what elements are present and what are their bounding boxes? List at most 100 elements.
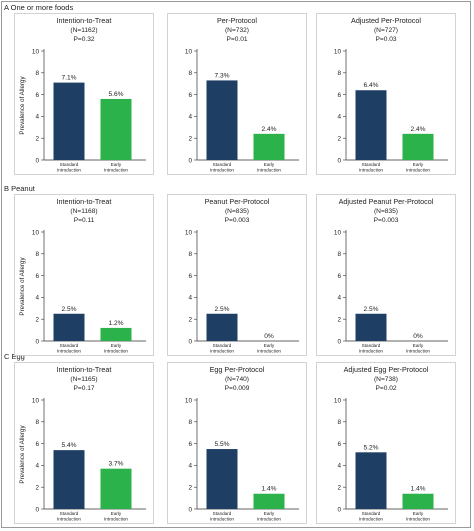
chart-title: Adjusted Peanut Per-Protocol	[339, 197, 434, 206]
bar-value-label: 3.7%	[108, 461, 123, 468]
y-tick-label: 0	[35, 157, 39, 164]
bar-early-introduction	[100, 327, 132, 341]
bar-chart-panel: Intention-to-Treat (N=1165) P=0.17 0 2 4 6 8 10 P…	[14, 362, 154, 524]
bar-chart-panel: Peanut Per-Protocol (N=835) P=0.003 0 2 4 6 8 10…	[167, 194, 307, 356]
bar-chart-panel: Intention-to-Treat (N=1162) P=0.32 0 2 4 6 8 10 P…	[14, 13, 154, 175]
y-tick-label: 2	[337, 136, 341, 143]
y-tick-label: 10	[334, 48, 342, 55]
bar-value-label: 5.4%	[61, 442, 76, 449]
bar-value-label: 5.5%	[214, 441, 229, 448]
y-tick-label: 2	[188, 317, 192, 324]
section-label-a: A One or more foods	[4, 3, 74, 12]
bar-early-introduction	[100, 98, 132, 160]
y-tick-label: 0	[35, 506, 39, 513]
y-tick-label: 0	[188, 506, 192, 513]
chart-title: Adjusted Egg Per-Protocol	[344, 365, 429, 374]
chart-n: (N=738)	[374, 376, 398, 383]
y-tick-label: 6	[188, 273, 192, 280]
x-category-label: Introduction	[406, 517, 430, 522]
x-category-label: Introduction	[406, 168, 430, 173]
y-tick-label: 2	[188, 485, 192, 492]
bar-early-introduction	[253, 493, 285, 509]
y-tick-label: 2	[35, 136, 39, 143]
x-category-label: Introduction	[104, 349, 128, 354]
y-tick-label: 10	[334, 397, 342, 404]
x-category-label: Introduction	[359, 168, 383, 173]
chart-title: Intention-to-Treat	[57, 197, 112, 206]
bar-value-label: 2.4%	[261, 126, 276, 133]
x-category-label: Introduction	[104, 517, 128, 522]
y-axis-label: Prevalence of Allergy	[19, 76, 26, 135]
y-tick-label: 2	[35, 485, 39, 492]
x-category-label: Standard	[362, 162, 381, 167]
y-tick-label: 0	[337, 338, 341, 345]
y-tick-label: 0	[35, 338, 39, 345]
x-category-label: Introduction	[359, 349, 383, 354]
chart-p-value: P=0.02	[375, 385, 396, 392]
bar-chart-panel: Adjusted Egg Per-Protocol (N=738) P=0.02 0 2…	[316, 362, 456, 524]
chart-p-value: P=0.32	[73, 36, 94, 43]
y-axis-label: Prevalence of Allergy	[19, 257, 26, 316]
bar-standard-introduction	[355, 313, 387, 341]
chart-n: (N=732)	[225, 27, 249, 34]
bar-value-label: 7.1%	[61, 75, 76, 82]
chart-n: (N=1162)	[70, 27, 97, 34]
y-tick-label: 0	[188, 157, 192, 164]
y-tick-label: 0	[337, 506, 341, 513]
x-category-label: Introduction	[257, 349, 281, 354]
y-tick-label: 2	[188, 136, 192, 143]
x-category-label: Standard	[213, 162, 232, 167]
bar-chart-panel: Adjusted Peanut Per-Protocol (N=835) P=0.0…	[316, 194, 456, 356]
x-category-label: Standard	[362, 343, 381, 348]
chart-n: (N=835)	[374, 208, 398, 215]
x-category-label: Introduction	[257, 168, 281, 173]
x-category-label: Introduction	[406, 349, 430, 354]
x-category-label: Standard	[60, 162, 79, 167]
chart-p-value: P=0.009	[225, 385, 250, 392]
chart-p-value: P=0.01	[226, 36, 247, 43]
bar-standard-introduction	[53, 450, 85, 509]
bar-standard-introduction	[206, 313, 238, 341]
x-category-label: Standard	[213, 343, 232, 348]
bar-chart-panel: Adjusted Per-Protocol (N=727) P=0.03 0 2 4 6 8 1…	[316, 13, 456, 175]
bar-early-introduction	[253, 133, 285, 160]
y-tick-label: 4	[188, 114, 192, 121]
x-category-label: Introduction	[57, 168, 81, 173]
chart-n: (N=835)	[225, 208, 249, 215]
bar-standard-introduction	[206, 449, 238, 509]
x-category-label: Introduction	[104, 168, 128, 173]
y-tick-label: 6	[188, 92, 192, 99]
x-category-label: Introduction	[210, 349, 234, 354]
y-tick-label: 4	[188, 463, 192, 470]
y-tick-label: 0	[337, 157, 341, 164]
y-tick-label: 6	[337, 92, 341, 99]
bar-early-introduction	[402, 133, 434, 160]
bar-standard-introduction	[355, 452, 387, 509]
chart-n: (N=727)	[374, 27, 398, 34]
chart-n: (N=1168)	[70, 208, 97, 215]
bar-value-label: 1.4%	[410, 486, 425, 493]
bar-chart-panel: Per-Protocol (N=732) P=0.01 0 2 4 6 8 10 7.3% Stan…	[167, 13, 307, 175]
y-tick-label: 4	[337, 463, 341, 470]
bar-value-label: 6.4%	[363, 82, 378, 89]
y-tick-label: 8	[337, 419, 341, 426]
chart-p-value: P=0.17	[73, 385, 94, 392]
bar-value-label: 0%	[413, 333, 423, 340]
bar-value-label: 2.5%	[61, 306, 76, 313]
y-tick-label: 10	[32, 397, 40, 404]
y-tick-label: 8	[35, 419, 39, 426]
x-category-label: Introduction	[57, 349, 81, 354]
x-category-label: Introduction	[57, 517, 81, 522]
chart-n: (N=740)	[225, 376, 249, 383]
y-tick-label: 10	[32, 48, 40, 55]
x-category-label: Early	[264, 343, 275, 348]
bar-chart-panel: Egg Per-Protocol (N=740) P=0.009 0 2 4 6 8 10 5.5…	[167, 362, 307, 524]
x-category-label: Early	[264, 162, 275, 167]
x-category-label: Early	[264, 511, 275, 516]
y-tick-label: 4	[35, 295, 39, 302]
y-tick-label: 10	[32, 229, 40, 236]
y-tick-label: 0	[188, 338, 192, 345]
chart-n: (N=1165)	[70, 376, 97, 383]
y-tick-label: 6	[35, 92, 39, 99]
